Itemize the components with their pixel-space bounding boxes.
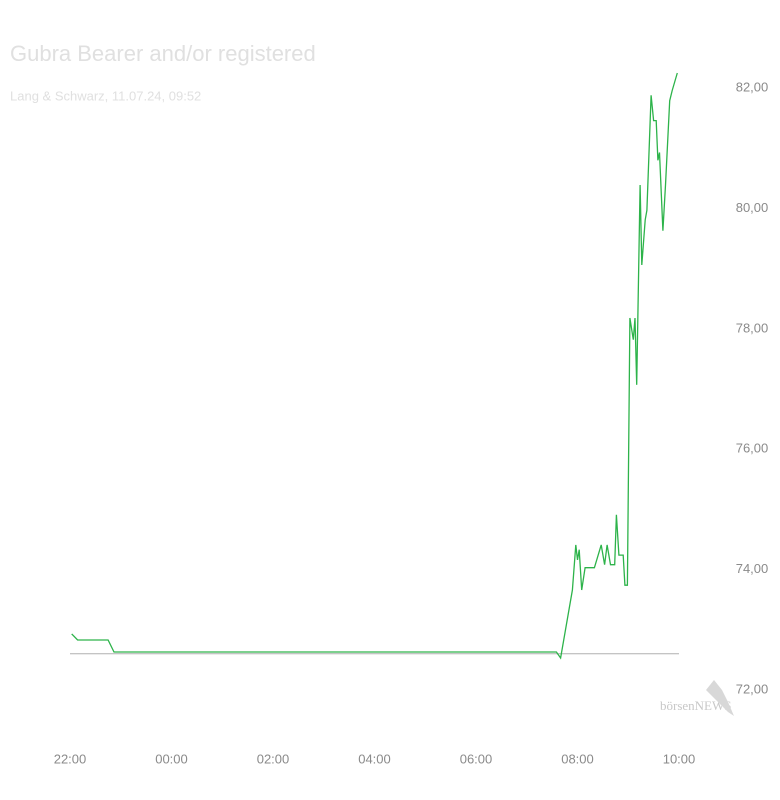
x-tick-label: 02:00 (257, 751, 290, 766)
x-tick-label: 04:00 (358, 751, 391, 766)
y-tick-label: 76,00 (736, 441, 769, 456)
x-tick-label: 00:00 (155, 751, 188, 766)
chart-subtitle: Lang & Schwarz, 11.07.24, 09:52 (10, 88, 201, 103)
x-tick-label: 10:00 (663, 751, 696, 766)
y-tick-label: 78,00 (736, 320, 769, 335)
x-tick-label: 06:00 (460, 751, 493, 766)
x-tick-label: 22:00 (54, 751, 87, 766)
y-tick-label: 80,00 (736, 200, 769, 215)
watermark: börsenNEWS (660, 698, 732, 713)
y-tick-label: 74,00 (736, 561, 769, 576)
x-tick-label: 08:00 (561, 751, 594, 766)
watermark-icon (706, 680, 734, 716)
y-tick-label: 82,00 (736, 80, 769, 95)
chart-title: Gubra Bearer and/or registered (10, 41, 316, 66)
y-tick-label: 72,00 (736, 681, 769, 696)
price-line (71, 72, 678, 660)
